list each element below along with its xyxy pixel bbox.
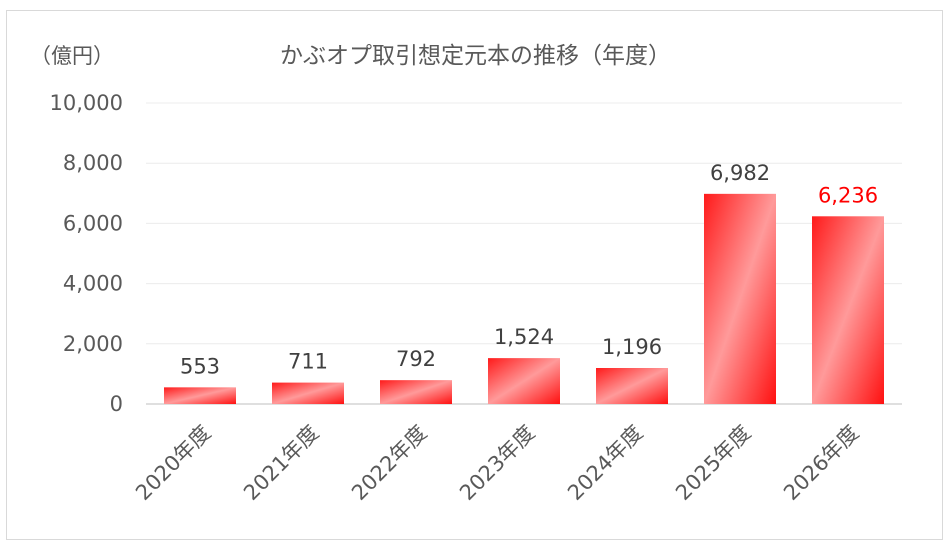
data-labels: 553 711 792 1,524 1,196 6,982 6,236 bbox=[180, 161, 878, 379]
x-tick-label: 2024年度 bbox=[563, 421, 647, 505]
x-tick-label: 2020年度 bbox=[131, 421, 215, 505]
bars bbox=[164, 193, 884, 404]
y-axis: 0 2,000 4,000 6,000 8,000 10,000 bbox=[50, 91, 123, 416]
bar bbox=[488, 358, 560, 404]
x-tick-label: 2022年度 bbox=[347, 421, 431, 505]
x-tick-label: 2025年度 bbox=[671, 421, 755, 505]
x-tick-label: 2023年度 bbox=[455, 421, 539, 505]
y-axis-unit-label: （億円） bbox=[30, 44, 114, 68]
chart-title: かぶオプ取引想定元本の推移（年度） bbox=[280, 43, 671, 69]
bar bbox=[704, 193, 776, 404]
chart-frame bbox=[6, 10, 943, 540]
x-tick-label: 2021年度 bbox=[239, 421, 323, 505]
bar bbox=[164, 387, 236, 404]
y-tick-label: 4,000 bbox=[63, 272, 123, 296]
x-tick-label: 2026年度 bbox=[779, 421, 863, 505]
y-tick-label: 0 bbox=[110, 392, 123, 416]
bar bbox=[380, 380, 452, 404]
x-axis: 2020年度 2021年度 2022年度 2023年度 2024年度 2025年度 2026… bbox=[131, 421, 863, 505]
data-label: 553 bbox=[180, 354, 220, 378]
bar bbox=[596, 368, 668, 404]
data-label: 1,524 bbox=[494, 325, 554, 349]
y-tick-label: 2,000 bbox=[63, 332, 123, 356]
y-tick-label: 10,000 bbox=[50, 91, 123, 115]
data-label: 792 bbox=[396, 347, 436, 371]
data-label: 6,982 bbox=[710, 161, 770, 185]
y-tick-label: 8,000 bbox=[63, 151, 123, 175]
bar bbox=[272, 382, 344, 404]
y-tick-label: 6,000 bbox=[63, 211, 123, 235]
data-label: 711 bbox=[288, 350, 328, 374]
bar bbox=[812, 216, 884, 404]
data-label: 6,236 bbox=[818, 183, 878, 207]
data-label: 1,196 bbox=[602, 335, 662, 359]
